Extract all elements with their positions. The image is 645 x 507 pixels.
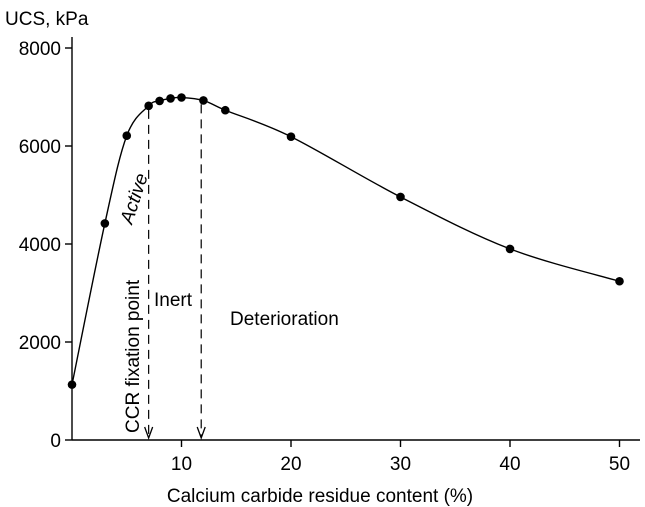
ucs-curve xyxy=(71,96,620,385)
y-tick-label: 6000 xyxy=(19,137,61,158)
x-tick-label: 10 xyxy=(171,454,192,475)
y-axis-title: UCS, kPa xyxy=(5,9,89,30)
x-tick-label: 30 xyxy=(390,454,411,475)
x-tick-label: 40 xyxy=(499,454,520,475)
x-tick-label: 20 xyxy=(280,454,301,475)
data-point xyxy=(67,380,77,389)
data-point xyxy=(166,94,175,103)
data-point xyxy=(144,101,153,111)
data-point xyxy=(177,93,186,102)
data-point xyxy=(396,192,405,202)
marker-arrowhead xyxy=(196,426,206,440)
data-point xyxy=(615,276,624,286)
deterioration-label: Deterioration xyxy=(230,309,339,330)
y-tick-label: 8000 xyxy=(19,39,61,60)
data-point xyxy=(100,219,110,228)
data-point xyxy=(199,96,208,105)
marker-arrowhead xyxy=(144,426,154,440)
y-tick-label: 4000 xyxy=(19,235,61,256)
x-tick-label: 50 xyxy=(609,454,630,475)
y-tick-label: 2000 xyxy=(19,333,61,354)
data-point xyxy=(505,244,515,254)
active-label: Active xyxy=(116,171,152,228)
data-point xyxy=(122,131,132,141)
fixation-point-label: CCR fixation point xyxy=(123,279,144,433)
data-point xyxy=(221,105,230,115)
data-point xyxy=(155,96,164,106)
x-axis-title: Calcium carbide residue content (%) xyxy=(167,486,473,507)
y-tick-label: 0 xyxy=(50,431,61,452)
data-point xyxy=(286,132,296,141)
inert-label: Inert xyxy=(154,290,193,311)
